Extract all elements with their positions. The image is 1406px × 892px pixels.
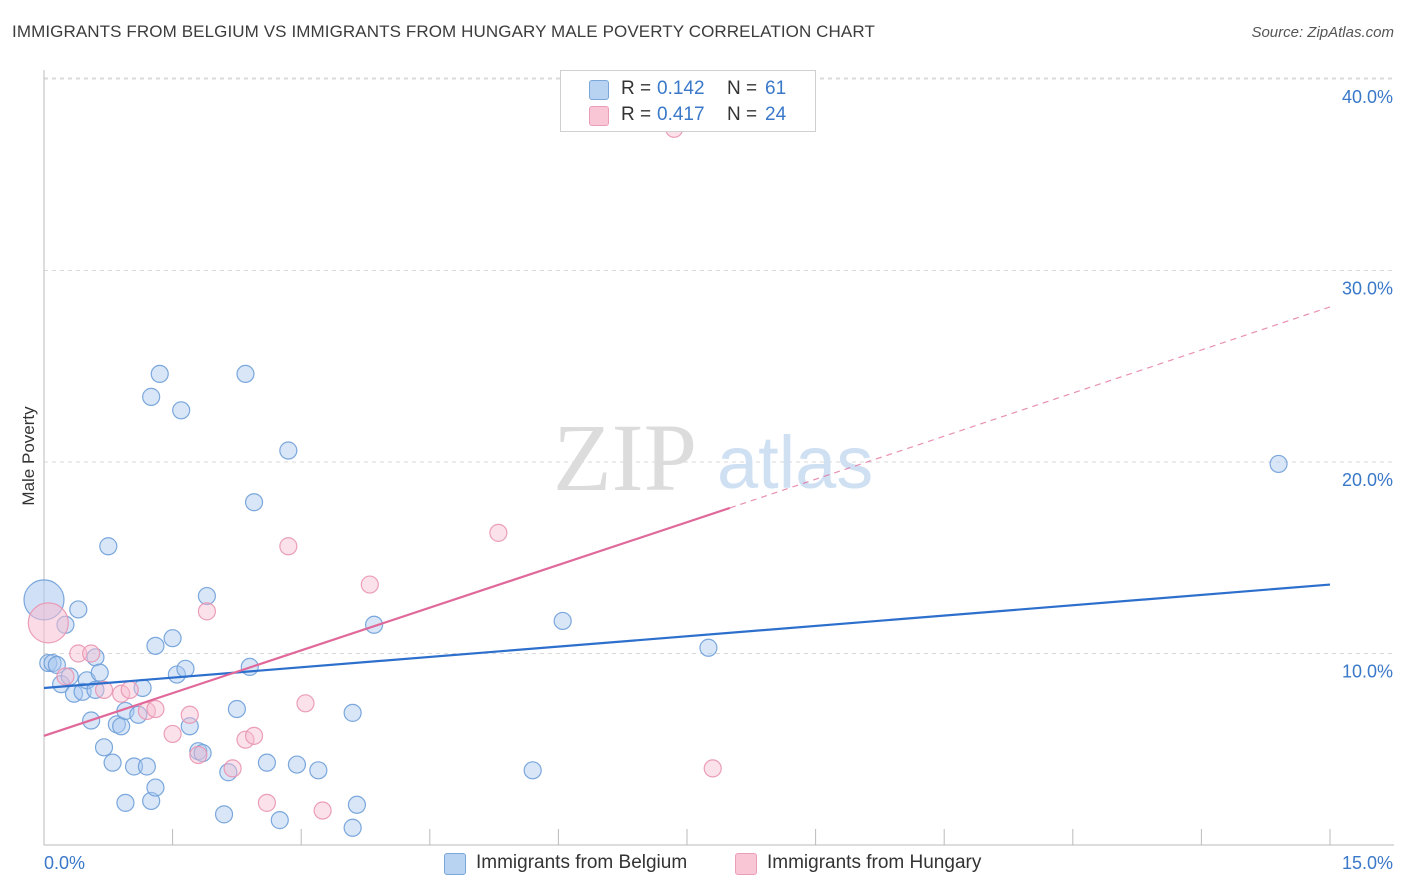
belgium-point	[343, 818, 362, 837]
legend-swatch-hungary	[589, 106, 609, 126]
bottom-legend-label: Immigrants from Belgium	[476, 852, 688, 873]
belgium-point	[244, 493, 264, 512]
data-points	[23, 119, 1288, 837]
belgium-point	[364, 615, 384, 634]
belgium-point	[279, 441, 298, 460]
chart-source: Source: ZipAtlas.com	[1251, 24, 1394, 41]
y-tick-label: 40.0%	[1342, 87, 1393, 107]
hungary-point	[703, 759, 722, 778]
belgium-point	[699, 638, 718, 657]
hungary-point	[236, 730, 255, 749]
belgium-point	[94, 738, 114, 757]
y-tick-label: 10.0%	[1342, 662, 1393, 682]
hungary-point	[257, 793, 277, 812]
belgium-point	[103, 753, 122, 772]
belgium-point	[343, 703, 362, 722]
hungary-point	[82, 644, 101, 663]
belgium-point	[236, 364, 255, 384]
belgium-point	[99, 537, 118, 556]
belgium-point	[270, 811, 289, 830]
chart-title: IMMIGRANTS FROM BELGIUM VS IMMIGRANTS FR…	[12, 22, 875, 41]
belgium-point	[347, 795, 367, 814]
trend-line-hungary-projection	[729, 306, 1331, 509]
x-tick-label: 0.0%	[44, 853, 85, 873]
hungary-point	[180, 705, 199, 724]
hungary-point	[112, 684, 131, 703]
hungary-point	[146, 699, 165, 719]
legend-row-belgium: R = 0.142 N = 61	[561, 76, 815, 102]
hungary-point	[223, 759, 242, 778]
belgium-point	[90, 663, 109, 682]
legend-swatch-belgium	[589, 80, 609, 100]
belgium-point	[176, 659, 195, 678]
belgium-point	[163, 629, 182, 648]
hungary-point	[56, 667, 75, 686]
bottom-legend-swatch-belgium	[444, 853, 466, 875]
bottom-legend-swatch-hungary	[735, 853, 757, 875]
y-axis-label: Male Poverty	[19, 406, 38, 506]
belgium-point	[146, 778, 165, 797]
belgium-point	[129, 705, 148, 724]
watermark-zip: ZIP	[553, 404, 697, 511]
legend-n-value: 24	[765, 104, 787, 125]
belgium-point	[227, 699, 246, 719]
belgium-point	[124, 757, 144, 776]
hungary-point	[489, 523, 508, 542]
belgium-point	[553, 611, 572, 631]
belgium-point	[116, 793, 135, 812]
tick-labels: 10.0% 20.0% 30.0% 40.0% 0.0% 15.0%	[44, 87, 1393, 873]
hungary-point	[313, 801, 332, 820]
belgium-point	[69, 600, 88, 619]
hungary-point	[279, 537, 298, 556]
legend-r-label: R =	[621, 78, 652, 99]
axes	[43, 70, 1394, 846]
belgium-point	[172, 401, 191, 420]
belgium-point	[112, 717, 131, 736]
trend-line-belgium	[43, 583, 1331, 690]
belgium-point	[214, 805, 234, 824]
belgium-point	[142, 387, 161, 406]
watermark-atlas: atlas	[717, 421, 873, 504]
belgium-point	[257, 753, 277, 772]
belgium-point	[523, 761, 542, 780]
legend: R = 0.142 N = 61 R = 0.417 N = 24	[560, 70, 816, 132]
trend-lines	[43, 306, 1331, 737]
belgium-point	[1269, 454, 1288, 474]
hungary-point	[197, 602, 216, 621]
legend-n-label: N =	[727, 78, 758, 99]
belgium-point	[150, 364, 169, 384]
hungary-point	[94, 680, 114, 699]
hungary-point	[360, 575, 379, 594]
hungary-point	[120, 680, 139, 699]
hungary-point	[27, 602, 69, 644]
belgium-point	[287, 755, 307, 774]
belgium-point	[146, 636, 165, 655]
hungary-point	[296, 694, 315, 713]
belgium-point	[197, 586, 216, 606]
legend-r-label: R =	[621, 104, 652, 125]
legend-n-label: N =	[727, 104, 758, 125]
belgium-point	[142, 791, 161, 811]
x-tick-label: 15.0%	[1342, 853, 1393, 873]
belgium-point	[309, 761, 328, 780]
trend-line-hungary	[43, 506, 731, 737]
legend-r-value: 0.142	[657, 78, 705, 99]
hungary-point	[244, 726, 264, 745]
hungary-point	[69, 644, 88, 663]
bottom-legend-label: Immigrants from Hungary	[767, 852, 982, 873]
y-tick-label: 30.0%	[1342, 279, 1393, 299]
hungary-point	[189, 745, 208, 765]
legend-r-value: 0.417	[657, 104, 705, 125]
belgium-point	[137, 757, 156, 776]
y-tick-label: 20.0%	[1342, 470, 1393, 490]
hungary-point	[163, 724, 182, 744]
legend-row-hungary: R = 0.417 N = 24	[561, 102, 815, 128]
legend-n-value: 61	[765, 78, 787, 99]
